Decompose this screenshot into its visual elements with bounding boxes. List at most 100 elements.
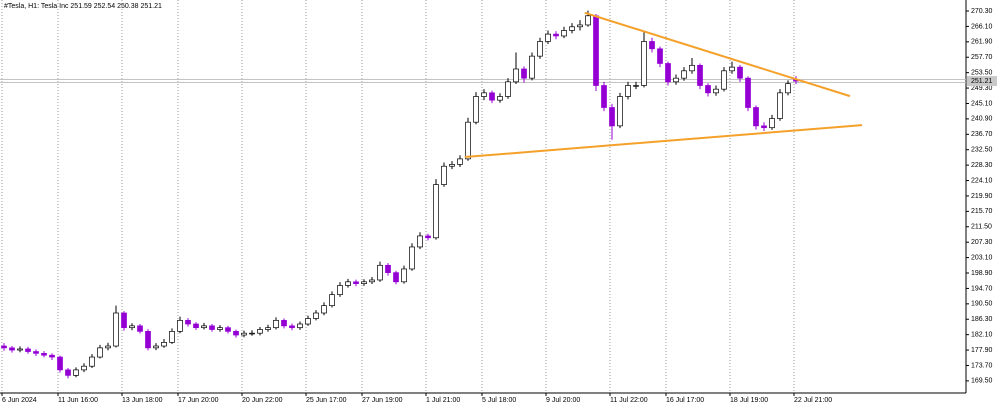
y-tick-label: 224.10 [971,177,993,184]
candle-body [281,319,287,327]
candle-body [65,369,71,376]
x-tick-label: 20 Jun 22:00 [242,397,283,404]
candle-body [249,332,255,335]
trendline [464,124,863,159]
candle-body [569,26,575,31]
y-tick-label: 232.50 [971,147,993,154]
candle-body [137,325,143,332]
x-tick-label: 13 Jun 18:00 [122,397,163,404]
candle-body [505,81,511,97]
candle-body [305,318,311,325]
x-tick-label: 5 Jul 18:00 [482,397,516,404]
candle-body [761,125,767,129]
candle-body [185,319,191,325]
candle-body [745,77,751,108]
chart-title: #Tesla, H1: Tesla Inc 251.59 252.54 250.… [4,3,162,10]
y-tick-label: 207.30 [971,239,993,246]
candle-body [769,118,775,129]
candle-body [601,85,607,108]
candle-body [729,66,735,72]
candle-body [537,41,543,57]
y-tick-label: 257.70 [971,54,993,61]
candle-body [529,55,535,79]
y-tick-label: 219.90 [971,193,993,200]
candle-body [545,33,551,42]
candle-body [361,281,367,284]
candle-body [457,158,463,165]
candle-body [321,305,327,314]
candle-body [169,331,175,343]
y-tick-label: 177.90 [971,347,993,354]
x-tick-label: 16 Jul 17:00 [666,397,704,404]
candle-body [73,369,79,376]
candle-body [177,319,183,332]
y-tick-label: 194.70 [971,285,993,292]
x-tick-label: 11 Jul 22:00 [610,397,648,404]
y-tick-label: 186.30 [971,316,993,323]
candle-body [521,68,527,79]
candle-body [433,184,439,239]
candle-body [337,285,343,296]
candle-body [209,325,215,330]
last-price-box [967,76,997,87]
candle-body [473,96,479,123]
candle-body [241,332,247,336]
candle-body [57,356,63,371]
candle-body [617,96,623,127]
y-tick-label: 236.70 [971,131,993,138]
x-tick-label: 1 Jul 21:00 [426,397,460,404]
candle-body [81,365,87,371]
candle-body [497,96,503,101]
candle-body [345,281,351,286]
candle-body [713,88,719,94]
candle-body [577,24,583,28]
candle-body [329,294,335,307]
candle-body [121,312,127,329]
last-price-label: 251.21 [971,78,993,85]
x-tick-label: 17 Jun 20:00 [178,397,219,404]
y-tick-label: 253.50 [971,69,993,76]
candle-body [201,325,207,329]
candle-body [641,41,647,86]
candle-body [257,329,263,334]
candle-body [625,85,631,97]
candle-body [481,92,487,97]
candle-body [593,15,599,86]
candle-body [225,327,231,332]
candle-body [721,70,727,90]
candle-body [233,331,239,336]
y-tick-label: 211.50 [971,224,992,231]
x-tick-label: 11 Jun 16:00 [58,397,98,404]
candle-body [585,15,591,26]
y-tick-label: 173.70 [971,362,993,369]
candle-body [649,41,655,50]
candle-body [401,268,407,283]
candle-body [113,312,119,347]
candle-body [441,165,447,185]
candle-body [129,325,135,329]
candle-body [417,235,423,248]
candle-body [553,33,559,37]
candle-body [49,354,55,358]
candle-body [377,264,383,281]
y-tick-label: 240.90 [971,116,993,123]
candle-body [313,312,319,319]
y-tick-label: 270.30 [971,8,993,15]
candle-body [705,85,711,94]
candle-body [561,30,567,37]
y-tick-label: 215.70 [971,208,993,215]
candle-body [297,323,303,329]
candle-body [9,347,15,351]
y-tick-label: 190.50 [971,301,993,308]
candle-body [41,353,47,356]
candle-body [193,323,199,329]
candle-body [161,342,167,347]
x-tick-label: 18 Jul 19:00 [730,397,768,404]
candle-body [697,64,703,86]
candle-body [785,83,791,94]
x-tick-label: 9 Jul 20:00 [546,397,580,404]
candle-body [369,279,375,283]
candle-body [489,92,495,101]
candle-body [265,327,271,330]
